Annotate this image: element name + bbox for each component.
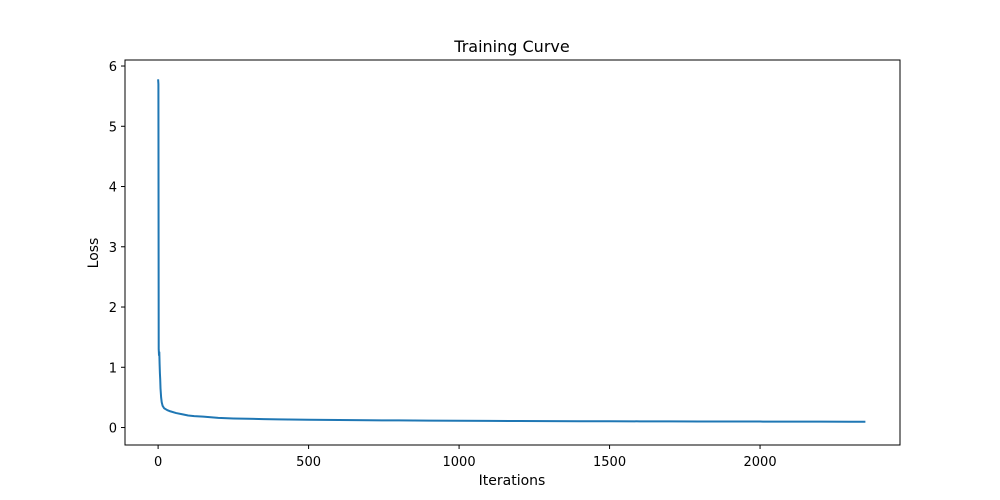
y-tick-label: 2 xyxy=(109,301,117,316)
x-tick-label: 2000 xyxy=(744,455,777,470)
y-tick-label: 6 xyxy=(109,60,117,75)
x-tick-label: 0 xyxy=(154,455,162,470)
y-tick-label: 0 xyxy=(109,422,117,437)
y-tick-label: 1 xyxy=(109,361,117,376)
y-tick-label: 3 xyxy=(109,241,117,256)
x-axis-label: Iterations xyxy=(479,473,546,489)
plot-content xyxy=(157,79,866,423)
y-axis-ticks: 0 1 2 3 4 5 6 xyxy=(109,60,125,437)
x-axis-ticks: 0 500 1000 1500 2000 xyxy=(154,445,777,470)
x-tick-label: 1000 xyxy=(443,455,476,470)
x-tick-label: 500 xyxy=(296,455,321,470)
x-tick-label: 1500 xyxy=(593,455,626,470)
y-tick-label: 4 xyxy=(109,181,117,196)
chart-title: Training Curve xyxy=(453,37,569,56)
y-axis-label: Loss xyxy=(86,238,102,269)
y-tick-label: 5 xyxy=(109,120,117,135)
loss-line xyxy=(157,79,866,423)
plot-frame xyxy=(124,59,901,446)
